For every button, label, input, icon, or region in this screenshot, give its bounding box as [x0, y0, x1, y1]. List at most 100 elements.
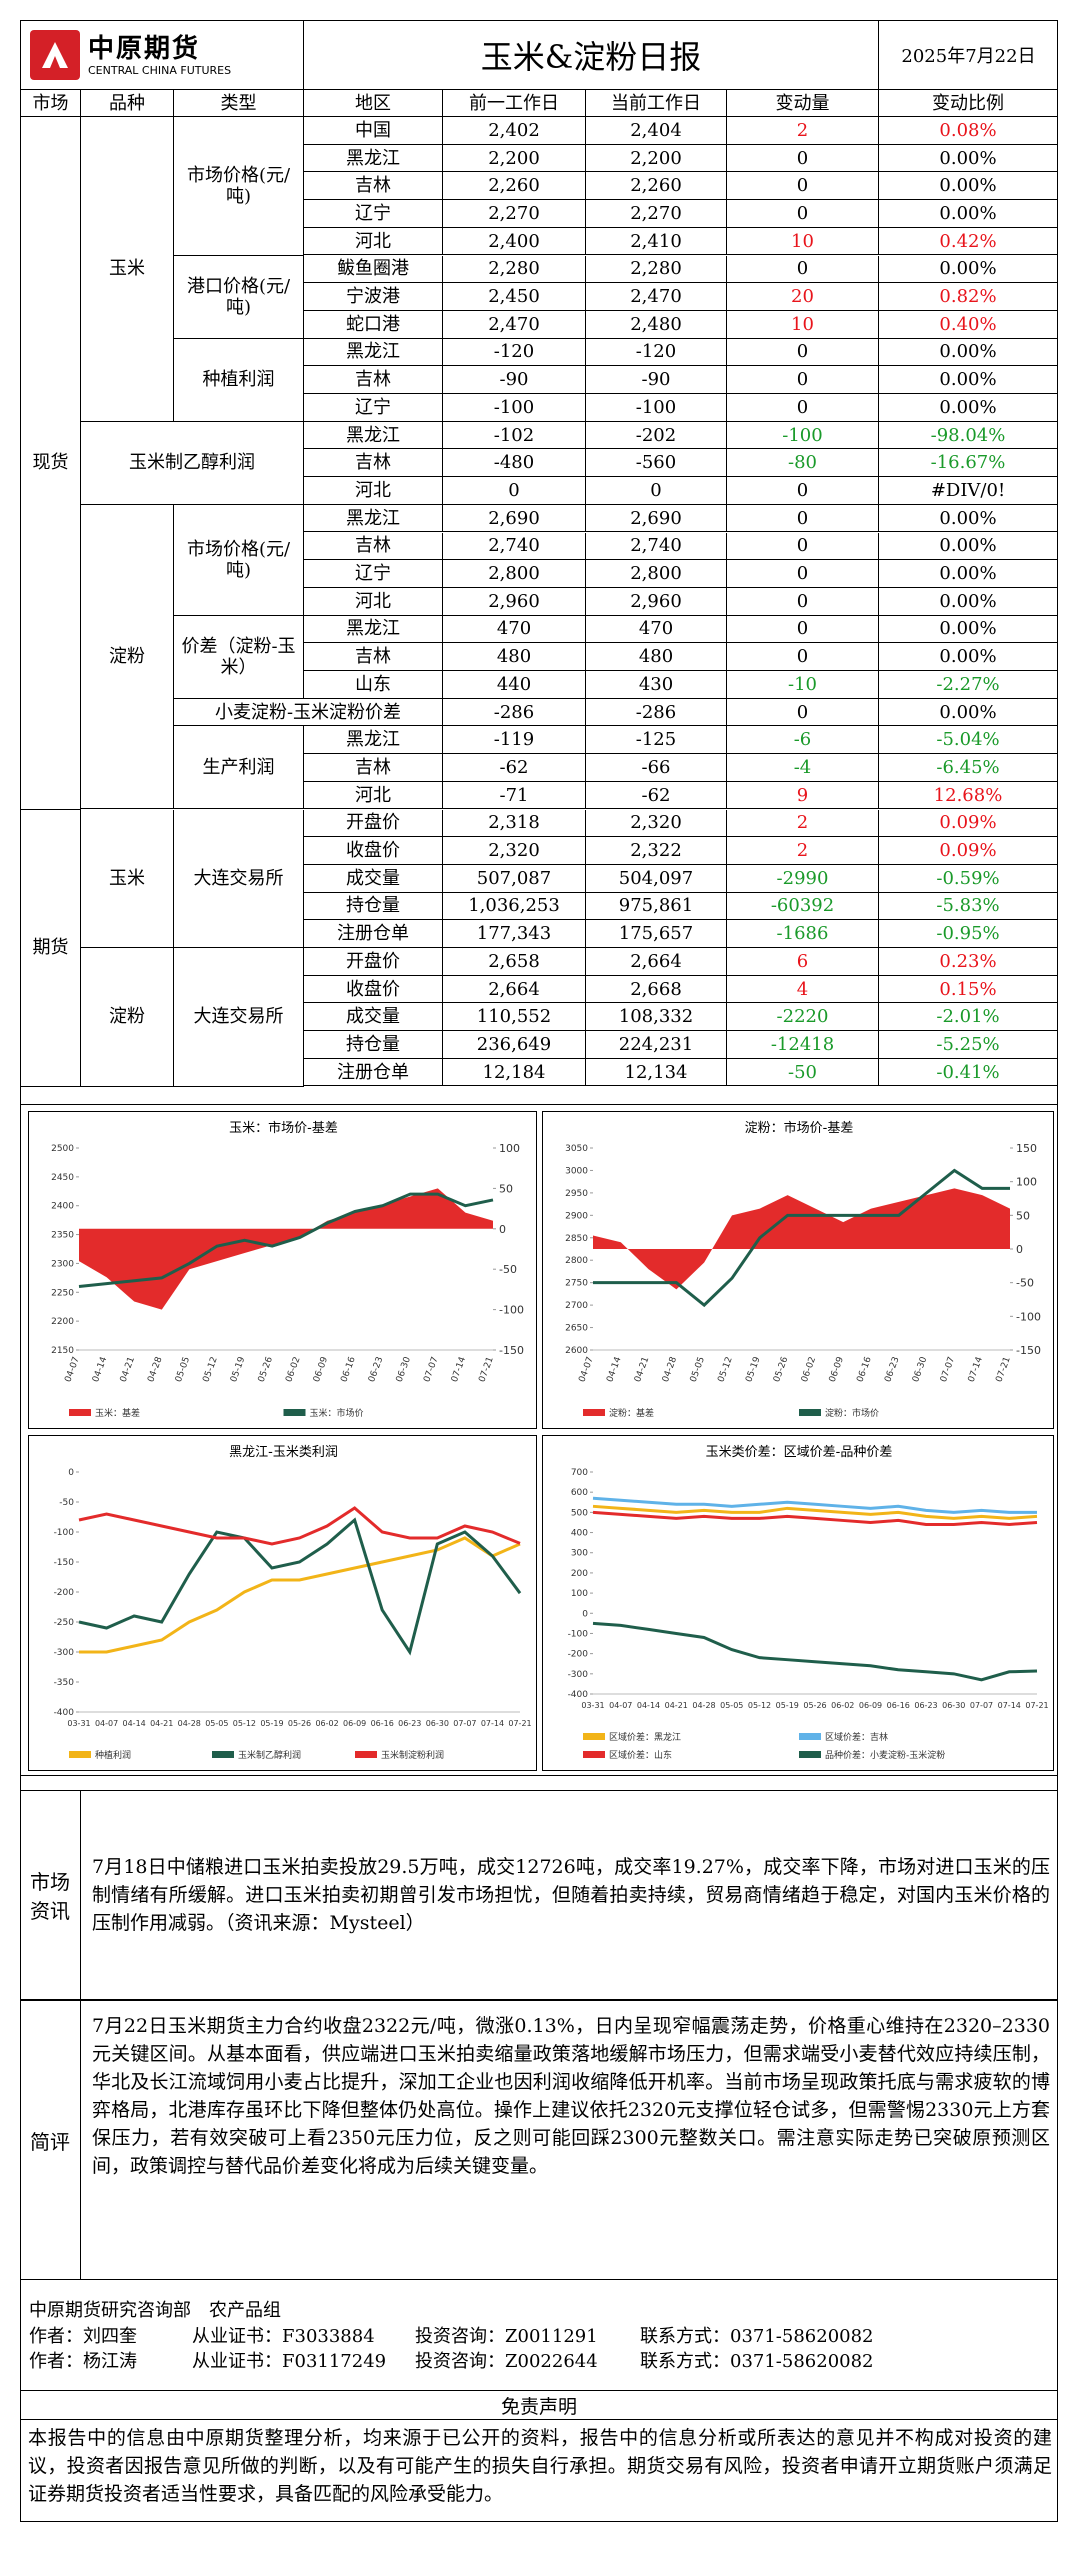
variety-cell: 淀粉 [81, 948, 174, 1087]
y-tick-label: 2600 [565, 1346, 588, 1356]
x-tick-label: 04-28 [661, 1355, 679, 1383]
line-series [592, 1504, 1038, 1520]
y2-tick-label: 100 [499, 1142, 520, 1155]
region-cell: 收盘价 [304, 975, 443, 1004]
change-pct: 12.68% [879, 781, 1058, 810]
prev-value: 2,690 [443, 504, 586, 533]
y-tick-label: 600 [571, 1488, 588, 1498]
chart-title: 玉米类价差：区域价差-品种价差 [706, 1445, 893, 1460]
legend-label: 区域价差：山东 [609, 1749, 672, 1761]
x-tick-label: 06-16 [887, 1701, 910, 1710]
change-value: -100 [727, 421, 879, 450]
y-tick-label: -200 [54, 1588, 75, 1598]
line-series [592, 1621, 1038, 1682]
prev-value: 0 [443, 477, 586, 505]
type-cell: 市场价格(元/吨) [174, 117, 304, 256]
change-pct: -98.04% [879, 421, 1058, 450]
x-tick-label: 04-28 [178, 1719, 201, 1728]
y-tick-label: 2400 [51, 1202, 74, 1212]
region-cell: 中国 [304, 117, 443, 145]
region-cell: 黑龙江 [304, 421, 443, 450]
y2-tick-label: -50 [499, 1263, 517, 1276]
change-value: -10 [727, 671, 879, 699]
x-tick-label: 07-14 [481, 1719, 504, 1728]
curr-value: 175,657 [586, 920, 727, 948]
y-tick-label: 2700 [565, 1301, 588, 1311]
x-tick-label: 05-12 [716, 1356, 734, 1384]
y-tick-label: 2950 [565, 1189, 588, 1199]
y-tick-label: 500 [571, 1508, 588, 1518]
x-tick-label: 06-09 [343, 1719, 366, 1728]
curr-value: -202 [586, 421, 727, 450]
prev-value: 2,270 [443, 200, 586, 228]
change-pct: 0.00% [879, 394, 1058, 422]
curr-value: 0 [586, 477, 727, 505]
x-tick-label: 05-19 [229, 1355, 247, 1383]
change-pct: -5.83% [879, 892, 1058, 921]
author-info: 从业证书：F03117249 [192, 2351, 387, 2372]
curr-value: 430 [586, 671, 727, 699]
market-cell: 现货 [20, 117, 81, 810]
change-value: 0 [727, 560, 879, 588]
line-series [592, 1510, 1038, 1526]
x-tick-label: 07-21 [1025, 1701, 1048, 1710]
change-value: -60392 [727, 892, 879, 921]
change-pct: 0.00% [879, 615, 1058, 644]
region-cell: 开盘价 [304, 809, 443, 838]
chart: 淀粉：市场价-基差 2600 2650 2700 2750 2800 2850 2900 295… [542, 1111, 1054, 1429]
curr-value: 2,690 [586, 504, 727, 533]
y2-tick-label: 0 [1016, 1243, 1023, 1256]
line-series [78, 1192, 494, 1289]
curr-value: -125 [586, 726, 727, 755]
prev-value: 2,320 [443, 837, 586, 865]
y-tick-label: 3000 [565, 1166, 588, 1176]
type-cell: 种植利润 [174, 338, 304, 422]
prev-value: 2,318 [443, 809, 586, 838]
x-tick-label: 06-23 [883, 1356, 901, 1384]
region-cell: 蛇口港 [304, 310, 443, 339]
author-info: 从业证书：F3033884 [192, 2326, 375, 2347]
legend-swatch [799, 1751, 821, 1758]
report-date: 2025年7月22日 [879, 20, 1058, 90]
report-title: 玉米&淀粉日报 [304, 20, 879, 90]
author-info: 投资咨询：Z0022644 [415, 2351, 598, 2372]
curr-value: 2,668 [586, 975, 727, 1004]
y-tick-label: 700 [571, 1468, 588, 1478]
variety-cell: 淀粉 [81, 504, 174, 810]
change-value: -80 [727, 449, 879, 478]
change-value: -2990 [727, 864, 879, 893]
curr-value: -286 [586, 698, 727, 727]
curr-value: 2,270 [586, 200, 727, 228]
curr-value: 2,280 [586, 255, 727, 284]
legend-swatch [799, 1409, 821, 1416]
region-cell: 收盘价 [304, 837, 443, 865]
prev-value: 507,087 [443, 864, 586, 893]
x-tick-label: 06-09 [312, 1355, 330, 1383]
change-pct: 0.23% [879, 948, 1058, 976]
curr-value: 2,740 [586, 532, 727, 561]
change-value: 0 [727, 477, 879, 505]
change-pct: -0.41% [879, 1058, 1058, 1087]
change-value: 0 [727, 172, 879, 201]
curr-value: 2,320 [586, 809, 727, 838]
change-pct: 0.82% [879, 283, 1058, 311]
region-cell: 开盘价 [304, 948, 443, 976]
x-tick-label: 06-30 [395, 1355, 413, 1383]
x-tick-label: 06-30 [942, 1701, 965, 1710]
legend-swatch [583, 1409, 605, 1416]
x-tick-label: 05-12 [748, 1701, 771, 1710]
change-pct: 0.00% [879, 200, 1058, 228]
x-tick-label: 05-05 [720, 1701, 743, 1710]
change-value: 0 [727, 615, 879, 644]
y-tick-label: 2850 [565, 1234, 588, 1244]
y-tick-label: 100 [571, 1589, 588, 1599]
type-cell: 价差（淀粉-玉米） [174, 615, 304, 699]
region-cell: 吉林 [304, 643, 443, 671]
type-cell: 生产利润 [174, 726, 304, 810]
prev-value: 2,658 [443, 948, 586, 976]
prev-value: 1,036,253 [443, 892, 586, 921]
chart: 玉米类价差：区域价差-品种价差 -400 -300 -200 -100 0 100 200 30… [542, 1435, 1054, 1771]
curr-value: 2,260 [586, 172, 727, 201]
change-pct: 0.00% [879, 532, 1058, 561]
x-tick-label: 05-05 [689, 1356, 707, 1384]
